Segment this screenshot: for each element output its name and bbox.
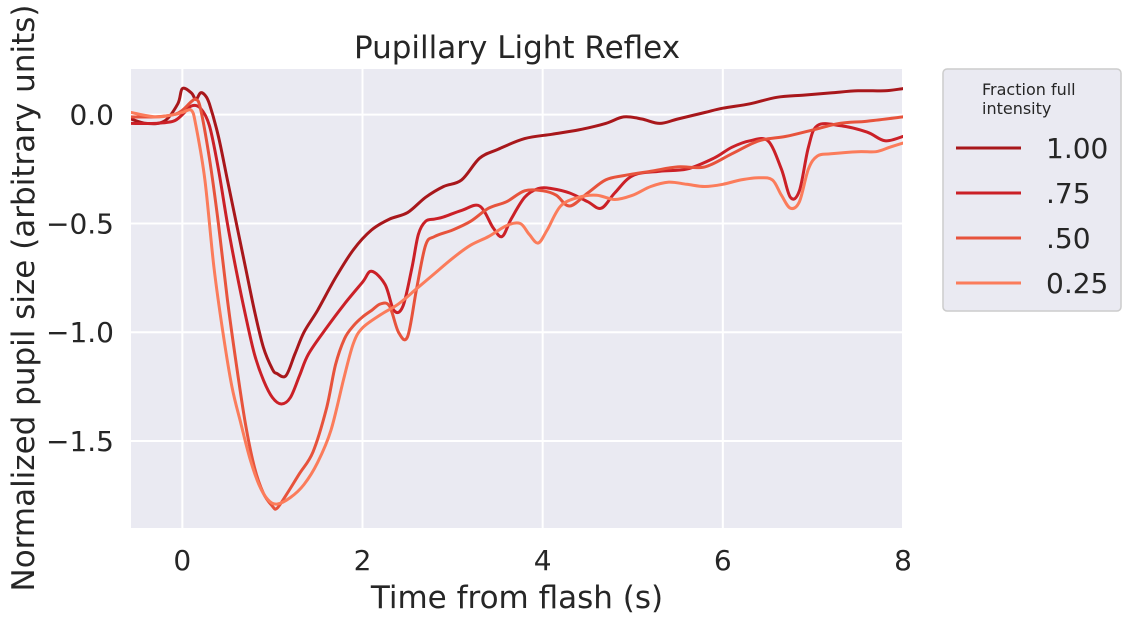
- y-tick-label: 0.0: [69, 99, 114, 132]
- legend: Fraction full intensity 1.00 .75 .50 0.25: [942, 68, 1122, 312]
- legend-label: 0.25: [1046, 267, 1108, 300]
- series-lines: [131, 86, 903, 511]
- x-tick-label: 8: [894, 544, 912, 577]
- x-tick-label: 0: [173, 544, 191, 577]
- legend-box: [942, 68, 1122, 312]
- legend-items: 1.00 .75 .50 0.25: [956, 132, 1108, 300]
- y-tick-label: −1.0: [46, 316, 114, 349]
- legend-title-line: Fraction full: [982, 80, 1076, 99]
- series-line-0p25: [131, 108, 903, 506]
- legend-label: .50: [1046, 222, 1091, 255]
- series-line-1p00: [131, 86, 903, 379]
- y-tick-label: −1.5: [46, 425, 114, 458]
- series-line-p75: [131, 103, 903, 406]
- x-tick-label: 4: [534, 544, 552, 577]
- x-tick-label: 6: [714, 544, 732, 577]
- legend-title-line: intensity: [982, 99, 1051, 118]
- x-tick-label: 2: [354, 544, 372, 577]
- legend-label: .75: [1046, 177, 1091, 210]
- y-axis-label: Normalized pupil size (arbitrary units): [6, 5, 42, 592]
- tick-labels: 0 2 4 6 8 0.0 −0.5 −1.0 −1.5: [46, 99, 912, 577]
- x-axis-label: Time from flash (s): [370, 580, 663, 616]
- legend-title: Fraction full intensity: [982, 80, 1076, 118]
- plot-area: [131, 69, 903, 528]
- chart-title: Pupillary Light Reflex: [354, 30, 680, 66]
- series-line-p50: [131, 97, 903, 511]
- y-tick-label: −0.5: [46, 207, 114, 240]
- legend-label: 1.00: [1046, 132, 1108, 165]
